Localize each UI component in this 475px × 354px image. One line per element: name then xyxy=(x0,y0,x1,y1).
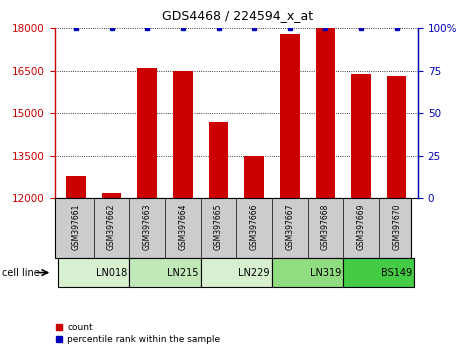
Bar xyxy=(173,71,193,198)
Text: GSM397663: GSM397663 xyxy=(143,204,152,250)
Text: cell line: cell line xyxy=(2,268,40,278)
Text: LN319: LN319 xyxy=(310,268,341,278)
Bar xyxy=(315,28,335,198)
Text: GSM397668: GSM397668 xyxy=(321,204,330,250)
Bar xyxy=(58,258,129,287)
Text: GSM397666: GSM397666 xyxy=(250,204,258,250)
Text: LN215: LN215 xyxy=(167,268,199,278)
Bar xyxy=(387,76,407,198)
Bar xyxy=(102,193,122,198)
Bar xyxy=(244,156,264,198)
Text: GSM397664: GSM397664 xyxy=(179,204,187,250)
Bar xyxy=(201,258,272,287)
Text: GDS4468 / 224594_x_at: GDS4468 / 224594_x_at xyxy=(162,9,313,22)
Bar xyxy=(66,176,86,198)
Text: GSM397667: GSM397667 xyxy=(285,204,294,250)
Text: GSM397670: GSM397670 xyxy=(392,204,401,250)
Bar xyxy=(129,258,200,287)
Text: LN018: LN018 xyxy=(96,268,127,278)
Bar xyxy=(351,74,371,198)
Text: GSM397669: GSM397669 xyxy=(357,204,365,250)
Bar xyxy=(272,258,343,287)
Bar xyxy=(343,258,414,287)
Bar xyxy=(209,122,228,198)
Text: GSM397665: GSM397665 xyxy=(214,204,223,250)
Text: LN229: LN229 xyxy=(238,268,270,278)
Bar xyxy=(137,68,157,198)
Text: GSM397662: GSM397662 xyxy=(107,204,116,250)
Text: BS149: BS149 xyxy=(381,268,412,278)
Bar xyxy=(280,34,300,198)
Text: GSM397661: GSM397661 xyxy=(72,204,80,250)
Legend: count, percentile rank within the sample: count, percentile rank within the sample xyxy=(52,320,224,348)
